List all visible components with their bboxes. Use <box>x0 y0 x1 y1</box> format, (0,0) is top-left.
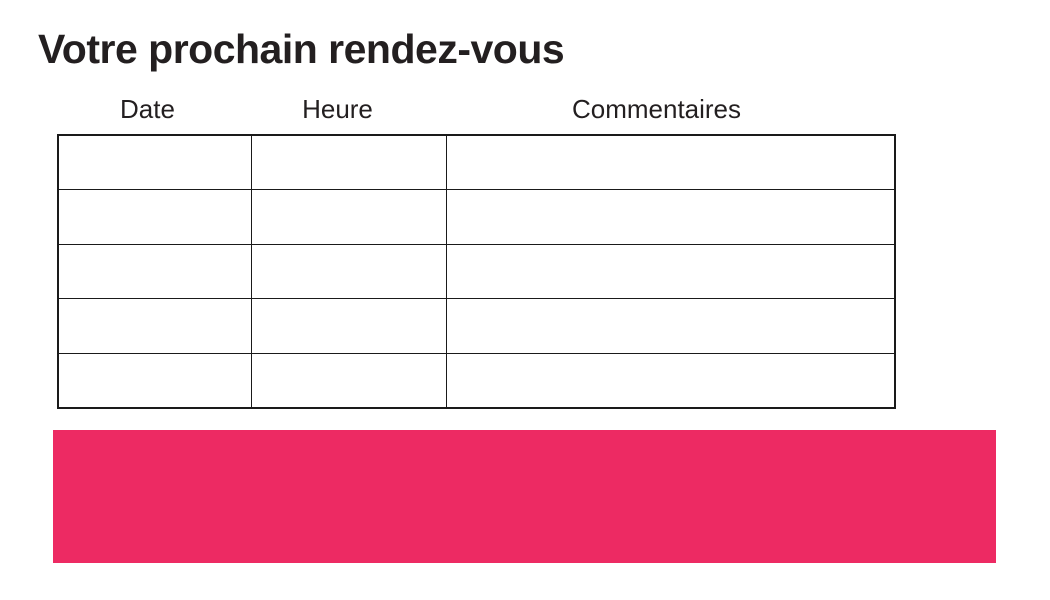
table-cell <box>445 134 896 191</box>
table-cell <box>445 243 896 300</box>
table-cell <box>57 189 252 245</box>
table-cell <box>57 134 252 191</box>
column-header-date: Date <box>120 94 175 124</box>
table-cell <box>57 298 252 354</box>
table-cell <box>250 189 447 245</box>
table-cell <box>250 352 447 409</box>
table-row <box>57 243 896 300</box>
column-header-heure: Heure <box>302 94 373 124</box>
table-cell <box>57 352 252 409</box>
table-cell <box>57 243 252 300</box>
page-title: Votre prochain rendez-vous <box>38 26 565 72</box>
table-cell <box>445 298 896 354</box>
table-row <box>57 352 896 409</box>
table-row <box>57 189 896 245</box>
column-header-commentaires: Commentaires <box>571 94 742 124</box>
table-cell <box>445 352 896 409</box>
table-row <box>57 298 896 354</box>
table-cell <box>250 243 447 300</box>
table-cell <box>250 298 447 354</box>
appointments-table-body <box>57 134 896 409</box>
highlight-banner <box>53 430 996 563</box>
appointments-table <box>57 134 896 409</box>
table-cell <box>250 134 447 191</box>
table-cell <box>445 189 896 245</box>
table-row <box>57 134 896 191</box>
